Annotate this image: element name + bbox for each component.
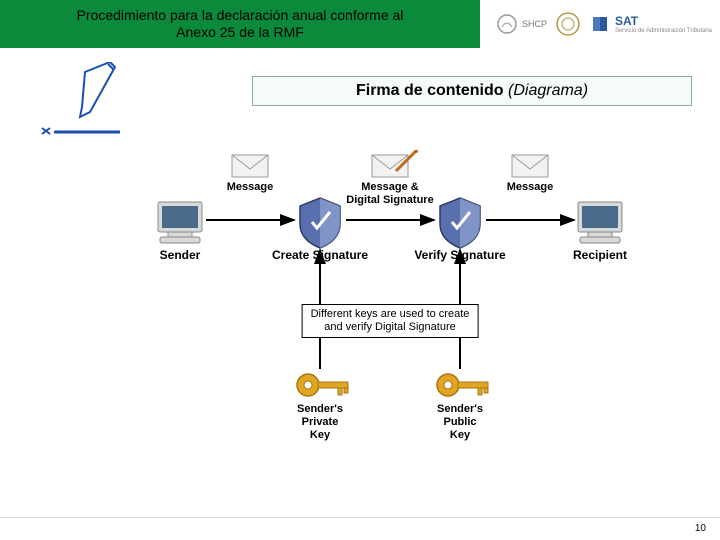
subtitle-bold: Firma de contenido [356,82,504,99]
pen-signature-icon [40,62,130,142]
logo-strip: SHCP SAT Servicio de Administración Trib… [496,4,712,44]
logo-sat-tagline: Servicio de Administración Tributaria [615,28,712,34]
node-sender [158,202,202,243]
label-msg1: Message [195,181,305,194]
header-title: Procedimiento para la declaración anual … [77,7,404,41]
node-key_priv [297,374,348,396]
label-sender: Sender [130,248,230,262]
label-create: Create Signature [270,248,370,262]
node-msg2 [372,150,418,177]
logo-sat-text: SAT [615,14,712,28]
keys-caption: Different keys are used to create and ve… [302,304,479,338]
subtitle-band: Firma de contenido (Diagrama) [252,76,692,106]
node-key_pub [437,374,488,396]
label-recipient: Recipient [550,248,650,262]
node-msg1 [232,155,268,177]
label-key_priv: Sender'sPrivateKey [275,403,365,443]
logo-sat: SAT Servicio de Administración Tributari… [589,13,712,35]
subtitle-text: Firma de contenido (Diagrama) [356,82,588,100]
seal-icon [555,11,581,37]
footer-divider [0,517,720,518]
sat-cube-icon [589,13,611,35]
label-msg3: Message [475,181,585,194]
node-recipient [578,202,622,243]
label-verify: Verify Signature [410,248,510,262]
header-title-line2: Anexo 25 de la RMF [176,24,304,40]
header-title-line1: Procedimiento para la declaración anual … [77,7,404,23]
header-bar: Procedimiento para la declaración anual … [0,0,480,48]
node-verify [440,198,480,248]
node-msg3 [512,155,548,177]
subtitle-italic: (Diagrama) [508,82,588,99]
logo-shcp: SHCP [496,13,547,35]
label-msg2: Message &Digital Signature [335,181,445,207]
page-number: 10 [695,523,706,534]
signature-diagram: Sender Create Signature Verify Signature Re… [120,150,660,460]
shcp-eagle-icon [496,13,518,35]
signature-ornament [40,62,130,142]
label-key_pub: Sender'sPublicKey [415,403,505,443]
logo-shcp-text: SHCP [522,19,547,29]
node-create [300,198,340,248]
logo-seal [555,11,581,37]
